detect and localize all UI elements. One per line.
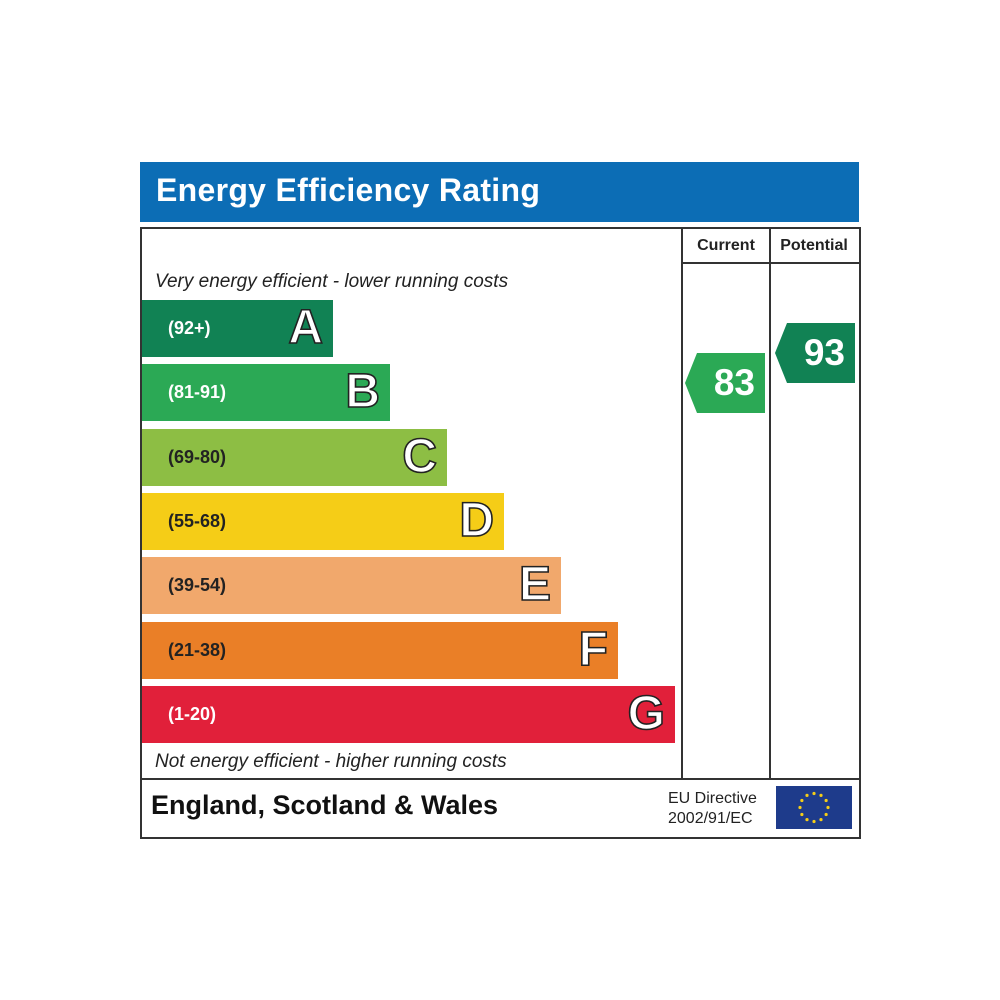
chart-title: Energy Efficiency Rating: [156, 172, 541, 208]
eu-star-icon: [812, 791, 816, 796]
potential-rating-arrow: 93: [775, 323, 855, 383]
current-rating-arrow: 83: [685, 353, 765, 414]
potential-column-divider: [769, 227, 771, 780]
band-range-label: (81-91): [168, 382, 227, 403]
band-letter: E: [518, 558, 552, 612]
rating-band-b: (81-91) B: [142, 364, 390, 422]
current-arrow-polygon: [685, 353, 765, 414]
eu-star-icon: [800, 812, 804, 817]
current-arrow-shape: [685, 353, 765, 414]
eu-star-icon: [812, 819, 816, 824]
band-range-label: (55-68): [168, 510, 227, 531]
current-column-divider: [681, 227, 683, 780]
current-rating-value: 83: [713, 362, 755, 404]
top-caption: Very energy efficient - lower running co…: [155, 271, 509, 292]
band-letter: F: [578, 622, 609, 676]
potential-arrow-polygon: [775, 323, 855, 383]
rating-band-d: (55-68) D: [142, 492, 504, 550]
eu-star-icon: [824, 812, 828, 817]
eu-star-icon: [798, 805, 802, 810]
eu-directive-line2: 2002/91/EC: [668, 810, 753, 827]
band-range-label: (69-80): [168, 446, 227, 467]
energy-efficiency-rating-chart: Energy Efficiency Rating Current Potenti…: [140, 162, 861, 839]
band-letter: B: [345, 365, 381, 419]
eu-directive-line1: EU Directive: [668, 790, 757, 807]
potential-column-header: Potential: [780, 237, 848, 254]
band-range-label: (92+): [168, 318, 211, 338]
current-column-header: Current: [697, 237, 755, 254]
header-separator: [681, 262, 859, 264]
rating-band-g: (1-20) G: [142, 685, 675, 743]
eu-flag-icon: [776, 786, 852, 829]
footer-country: England, Scotland & Wales: [151, 790, 499, 820]
band-range-label: (21-38): [168, 639, 227, 660]
eu-star-icon: [826, 805, 830, 810]
potential-rating-value: 93: [803, 332, 845, 373]
band-letter: A: [288, 301, 324, 355]
eu-star-icon: [824, 798, 828, 803]
band-letter: G: [627, 686, 666, 740]
band-range-label: (39-54): [168, 575, 227, 596]
eu-stars: [798, 791, 830, 824]
rating-band-e: (39-54) E: [142, 557, 561, 615]
footer-separator: [140, 778, 859, 780]
eu-directive-label: EU Directive 2002/91/EC: [668, 789, 757, 829]
band-letter: C: [402, 429, 438, 483]
eu-star-icon: [819, 793, 823, 797]
rating-band-a: (92+) A: [142, 300, 333, 357]
title-bar: Energy Efficiency Rating: [140, 162, 859, 222]
eu-star-icon: [800, 798, 804, 803]
bottom-caption: Not energy efficient - higher running co…: [155, 751, 507, 772]
band-range-label: (1-20): [168, 703, 217, 724]
rating-band-c: (69-80) C: [142, 428, 447, 486]
eu-star-icon: [805, 793, 809, 797]
eu-star-icon: [819, 818, 823, 822]
band-letter: D: [459, 493, 495, 548]
eu-star-icon: [805, 818, 809, 822]
potential-arrow-shape: [775, 323, 855, 383]
rating-band-f: (21-38) F: [142, 621, 618, 679]
